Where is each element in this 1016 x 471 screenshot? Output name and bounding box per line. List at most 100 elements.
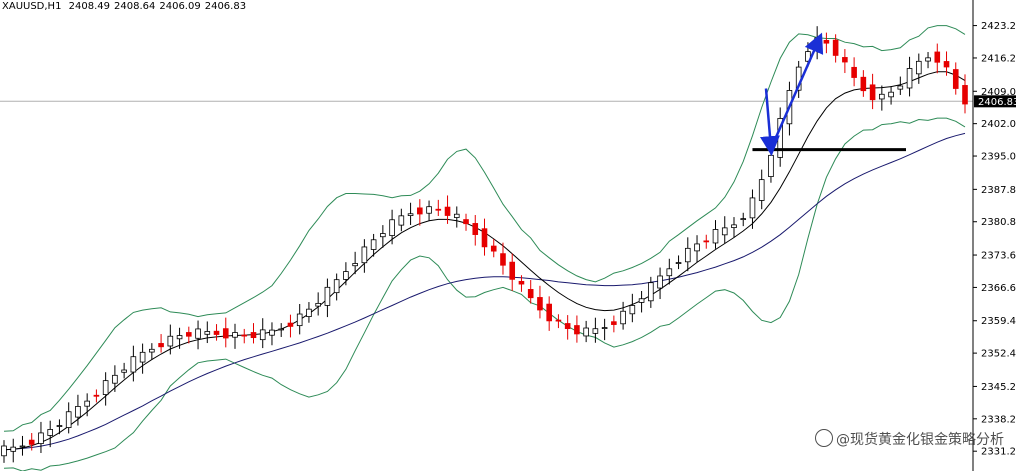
candle-body bbox=[167, 335, 174, 347]
candle-body bbox=[1, 445, 7, 457]
y-tick-label: 2345.20 bbox=[981, 382, 1016, 393]
plot-area bbox=[0, 25, 973, 471]
candle-body bbox=[851, 66, 857, 78]
y-tick-label: 2352.40 bbox=[981, 349, 1016, 360]
candle bbox=[139, 343, 146, 374]
candle bbox=[186, 326, 192, 344]
candle bbox=[943, 51, 950, 76]
candle-body bbox=[121, 369, 127, 373]
candle-body bbox=[555, 319, 562, 322]
candle bbox=[758, 169, 765, 210]
candle-body bbox=[611, 321, 617, 325]
candle-body bbox=[897, 85, 904, 90]
candle bbox=[638, 290, 645, 313]
candle-body bbox=[888, 91, 894, 98]
candle-body bbox=[915, 60, 922, 75]
candle-body bbox=[657, 275, 663, 289]
candle bbox=[269, 322, 275, 346]
candle-body bbox=[962, 85, 968, 105]
y-tick-label: 2387.80 bbox=[981, 185, 1016, 196]
candle-body bbox=[879, 93, 885, 100]
candle bbox=[324, 278, 331, 318]
candle bbox=[149, 343, 155, 360]
candle-body bbox=[537, 297, 543, 311]
candle bbox=[490, 238, 497, 258]
candle-body bbox=[694, 243, 700, 252]
y-tick-label: 2359.40 bbox=[981, 316, 1016, 327]
candle bbox=[620, 301, 626, 330]
y-tick-label: 2416.20 bbox=[981, 53, 1016, 64]
candle bbox=[407, 202, 414, 225]
candle-body bbox=[306, 308, 312, 317]
y-tick-label: 2366.60 bbox=[981, 283, 1016, 294]
candle-body bbox=[361, 246, 368, 264]
ma-fast-line bbox=[3, 71, 966, 451]
candle-body bbox=[343, 271, 349, 280]
candle bbox=[509, 253, 516, 291]
candle bbox=[915, 53, 922, 84]
candle bbox=[333, 273, 340, 301]
candle-body bbox=[65, 411, 72, 428]
candle-body bbox=[648, 282, 654, 302]
candle-body bbox=[509, 261, 516, 280]
candle bbox=[601, 318, 608, 341]
candle-body bbox=[934, 51, 941, 63]
candle bbox=[684, 237, 691, 272]
candle bbox=[278, 323, 285, 337]
candle-body bbox=[749, 197, 756, 219]
candle bbox=[444, 195, 451, 224]
candle-body bbox=[925, 57, 931, 62]
candle-body bbox=[546, 303, 552, 322]
candle bbox=[712, 220, 719, 249]
candle-body bbox=[370, 239, 377, 250]
candle-body bbox=[195, 328, 201, 339]
candle bbox=[417, 199, 423, 226]
candle-body bbox=[740, 218, 747, 221]
candle-body bbox=[176, 335, 183, 340]
candle-body bbox=[380, 233, 386, 238]
candle bbox=[370, 233, 377, 257]
candle-body bbox=[832, 39, 839, 56]
candle bbox=[102, 372, 109, 406]
candle-body bbox=[204, 331, 211, 335]
candle-body bbox=[490, 245, 497, 252]
candle bbox=[823, 32, 830, 54]
y-tick-label: 2338.20 bbox=[981, 414, 1016, 425]
candle-body bbox=[574, 325, 580, 335]
candle bbox=[1, 440, 7, 463]
candle-body bbox=[823, 39, 830, 44]
candle-body bbox=[84, 400, 90, 407]
candle-body bbox=[906, 68, 913, 89]
candle bbox=[398, 208, 405, 232]
candle-body bbox=[444, 206, 451, 216]
candle bbox=[315, 292, 321, 316]
ohlc-low: 2406.09 bbox=[159, 1, 201, 12]
candle-body bbox=[250, 332, 257, 339]
arrow-down bbox=[759, 88, 780, 157]
candle bbox=[832, 34, 839, 63]
candle-body bbox=[112, 374, 118, 384]
candle-body bbox=[102, 380, 109, 395]
candle-body bbox=[19, 445, 26, 448]
candle bbox=[740, 212, 747, 227]
arrow-up bbox=[769, 32, 824, 150]
candle bbox=[869, 73, 876, 110]
ohlc-close: 2406.83 bbox=[204, 1, 247, 12]
candle-body bbox=[943, 61, 950, 68]
candle bbox=[952, 62, 959, 95]
candle-body bbox=[583, 327, 589, 337]
candle bbox=[232, 323, 238, 349]
y-tick-label: 2402.00 bbox=[981, 119, 1016, 130]
candle-body bbox=[435, 208, 442, 211]
candle-body bbox=[592, 328, 599, 334]
bollinger-lower bbox=[3, 117, 966, 471]
candle bbox=[842, 49, 848, 74]
candle bbox=[860, 70, 867, 97]
candle-body bbox=[426, 206, 432, 214]
candle bbox=[648, 276, 654, 308]
candle bbox=[934, 43, 941, 74]
watermark-text: @现货黄金化银金策略分析 bbox=[836, 432, 1004, 448]
candle bbox=[564, 315, 571, 340]
candle-body bbox=[481, 228, 488, 248]
